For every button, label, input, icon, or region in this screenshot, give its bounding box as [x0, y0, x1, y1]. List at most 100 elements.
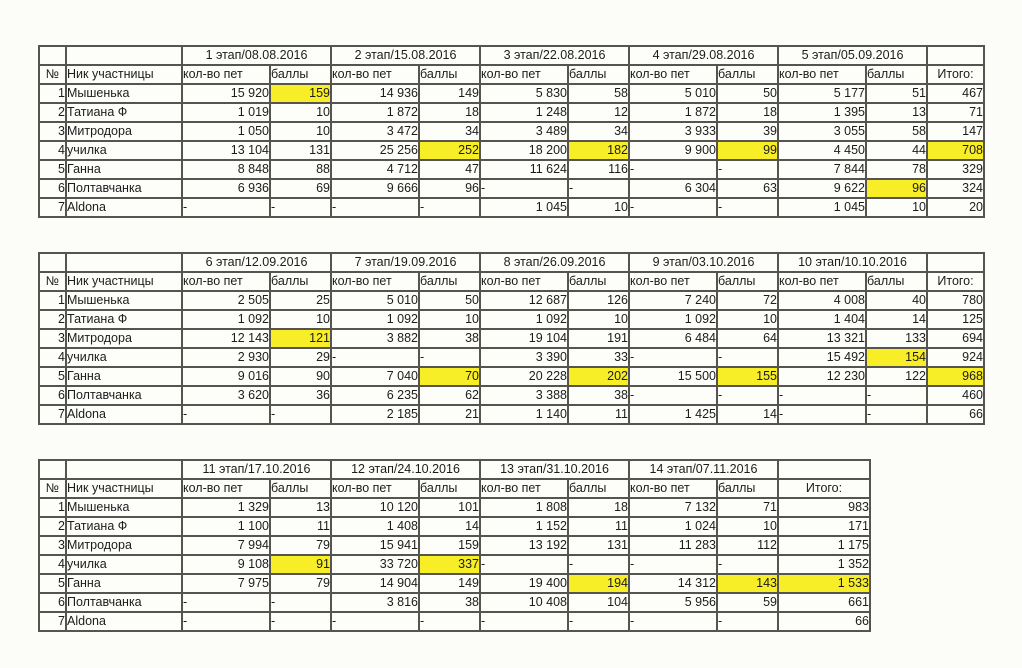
total-cell: 66: [926, 404, 985, 425]
header-row-columns: № Ник участницы кол-во пет баллы кол-во пет б…: [38, 478, 871, 499]
participant-name-cell: Митродора: [65, 121, 183, 142]
row-number-cell: 4: [38, 140, 67, 161]
points-cell: 96: [865, 178, 928, 199]
points-cell: 104: [567, 592, 630, 613]
points-cell: 191: [567, 328, 630, 349]
points-cell: 126: [567, 290, 630, 311]
count-cell: -: [479, 611, 569, 632]
points-cell: 33: [567, 347, 630, 368]
points-cell: 14: [716, 404, 779, 425]
points-cell: 91: [269, 554, 332, 575]
points-cell: 143: [716, 573, 779, 594]
row-number-cell: 4: [38, 554, 67, 575]
corner-empty-cell: [38, 459, 67, 480]
participant-row: 7 Aldona - - - -1 045 10- -1 045 10 20: [38, 197, 985, 218]
count-cell: -: [330, 347, 420, 368]
points-cell: 10: [418, 309, 481, 330]
count-cell: 33 720: [330, 554, 420, 575]
count-cell: 14 936: [330, 83, 420, 104]
count-cell: 7 240: [628, 290, 718, 311]
points-cell: -: [865, 385, 928, 406]
points-cell: -: [716, 611, 779, 632]
total-empty-cell: [926, 252, 985, 273]
count-cell: 18 200: [479, 140, 569, 161]
table-stages-1-5: 1 этап/08.08.2016 2 этап/15.08.2016 3 этап…: [38, 45, 985, 218]
points-header-cell: баллы: [865, 64, 928, 85]
row-number-cell: 4: [38, 347, 67, 368]
points-cell: 50: [418, 290, 481, 311]
header-row-columns: № Ник участницы кол-во пет баллы кол-во пет б…: [38, 64, 985, 85]
participant-name-cell: Татиана Ф: [65, 516, 183, 537]
count-cell: 3 620: [181, 385, 271, 406]
stage-header-cell: 9 этап/03.10.2016: [628, 252, 779, 273]
participant-row: 4 училка 9 108 91 33 720 337- - - -1 352: [38, 554, 871, 575]
points-cell: -: [716, 159, 779, 180]
points-cell: -: [567, 178, 630, 199]
count-cell: 1 092: [628, 309, 718, 330]
points-cell: 13: [865, 102, 928, 123]
points-cell: -: [567, 611, 630, 632]
points-cell: -: [269, 592, 332, 613]
count-cell: 4 712: [330, 159, 420, 180]
total-cell: 329: [926, 159, 985, 180]
row-number-cell: 7: [38, 197, 67, 218]
stage-header-cell: 13 этап/31.10.2016: [479, 459, 630, 480]
count-header-cell: кол-во пет: [330, 64, 420, 85]
count-cell: 1 140: [479, 404, 569, 425]
count-cell: 1 408: [330, 516, 420, 537]
participant-row: 1 Мышенька 2 505 25 5 010 50 12 687 126 7 240 72 4…: [38, 290, 985, 311]
total-cell: 460: [926, 385, 985, 406]
total-cell: 924: [926, 347, 985, 368]
stage-header-cell: 3 этап/22.08.2016: [479, 45, 630, 66]
row-number-cell: 2: [38, 309, 67, 330]
points-cell: 18: [716, 102, 779, 123]
participant-row: 7 Aldona - -2 185 21 1 140 11 1 425 14- -66: [38, 404, 985, 425]
num-header-cell: №: [38, 478, 67, 499]
count-cell: 1 395: [777, 102, 867, 123]
participant-name-cell: училка: [65, 554, 183, 575]
points-cell: 131: [269, 140, 332, 161]
count-cell: -: [628, 611, 718, 632]
count-cell: 2 930: [181, 347, 271, 368]
points-cell: 149: [418, 573, 481, 594]
count-cell: -: [181, 404, 271, 425]
count-cell: 1 329: [181, 497, 271, 518]
total-cell: 780: [926, 290, 985, 311]
participant-name-cell: Татиана Ф: [65, 102, 183, 123]
participant-row: 4 училка 13 104 131 25 256 252 18 200 182 9 900 9…: [38, 140, 985, 161]
total-empty-cell: [777, 459, 871, 480]
row-number-cell: 6: [38, 592, 67, 613]
points-cell: 159: [269, 83, 332, 104]
num-header-cell: №: [38, 64, 67, 85]
participant-name-cell: Aldona: [65, 404, 183, 425]
total-cell: 324: [926, 178, 985, 199]
header-row-stages: 11 этап/17.10.2016 12 этап/24.10.2016 13 э…: [38, 459, 871, 480]
participant-row: 3 Митродора 7 994 79 15 941 159 13 192 131 11 28…: [38, 535, 871, 556]
points-cell: -: [269, 611, 332, 632]
count-cell: 6 235: [330, 385, 420, 406]
points-cell: 159: [418, 535, 481, 556]
count-cell: 1 808: [479, 497, 569, 518]
count-cell: 14 312: [628, 573, 718, 594]
participant-name-cell: Татиана Ф: [65, 309, 183, 330]
count-cell: -: [628, 347, 718, 368]
count-header-cell: кол-во пет: [330, 271, 420, 292]
points-cell: 10: [269, 121, 332, 142]
total-cell: 171: [777, 516, 871, 537]
points-cell: 154: [865, 347, 928, 368]
row-number-cell: 1: [38, 83, 67, 104]
points-cell: 18: [418, 102, 481, 123]
results-table-stages-11-14: 11 этап/17.10.2016 12 этап/24.10.2016 13 э…: [38, 459, 871, 632]
points-cell: 79: [269, 535, 332, 556]
points-cell: 21: [418, 404, 481, 425]
points-cell: 10: [567, 197, 630, 218]
count-cell: 8 848: [181, 159, 271, 180]
count-header-cell: кол-во пет: [479, 478, 569, 499]
count-cell: -: [777, 385, 867, 406]
corner-empty-cell: [65, 252, 183, 273]
points-cell: 12: [567, 102, 630, 123]
total-cell: 147: [926, 121, 985, 142]
stage-header-cell: 1 этап/08.08.2016: [181, 45, 332, 66]
points-cell: 36: [269, 385, 332, 406]
